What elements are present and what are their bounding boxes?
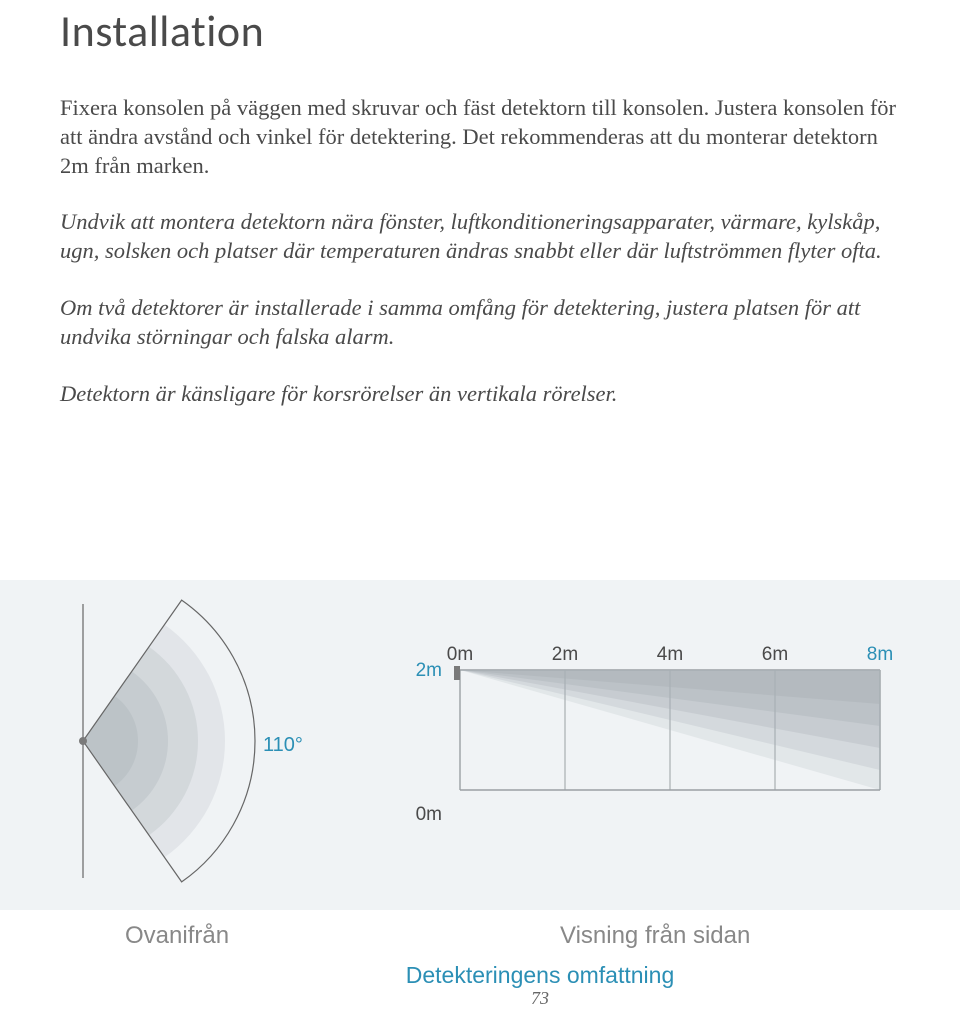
top-view-diagram: 110° <box>65 596 355 886</box>
svg-text:6m: 6m <box>762 644 788 665</box>
paragraph-2: Undvik att montera detektorn nära fönste… <box>60 208 900 266</box>
paragraph-4: Detektorn är känsligare för korsrörelser… <box>60 380 900 409</box>
footer-caption: Detekteringens omfattning <box>60 962 960 989</box>
angle-label: 110° <box>263 734 303 757</box>
svg-text:4m: 4m <box>657 644 683 665</box>
svg-text:0m: 0m <box>416 804 442 825</box>
svg-text:0m: 0m <box>447 644 473 665</box>
paragraph-1: Fixera konsolen på väggen med skruvar oc… <box>60 94 900 180</box>
paragraph-3: Om två detektorer är installerade i samm… <box>60 294 900 352</box>
caption-top-view: Ovanifrån <box>125 922 229 950</box>
diagram-area: 110° 0m2m4m6m8m2m0m <box>0 580 960 910</box>
svg-text:2m: 2m <box>552 644 578 665</box>
svg-text:2m: 2m <box>416 660 442 681</box>
page-title: Installation <box>60 0 900 58</box>
svg-text:8m: 8m <box>867 644 893 665</box>
side-view-diagram: 0m2m4m6m8m2m0m <box>405 640 905 860</box>
caption-side-view: Visning från sidan <box>560 922 750 950</box>
